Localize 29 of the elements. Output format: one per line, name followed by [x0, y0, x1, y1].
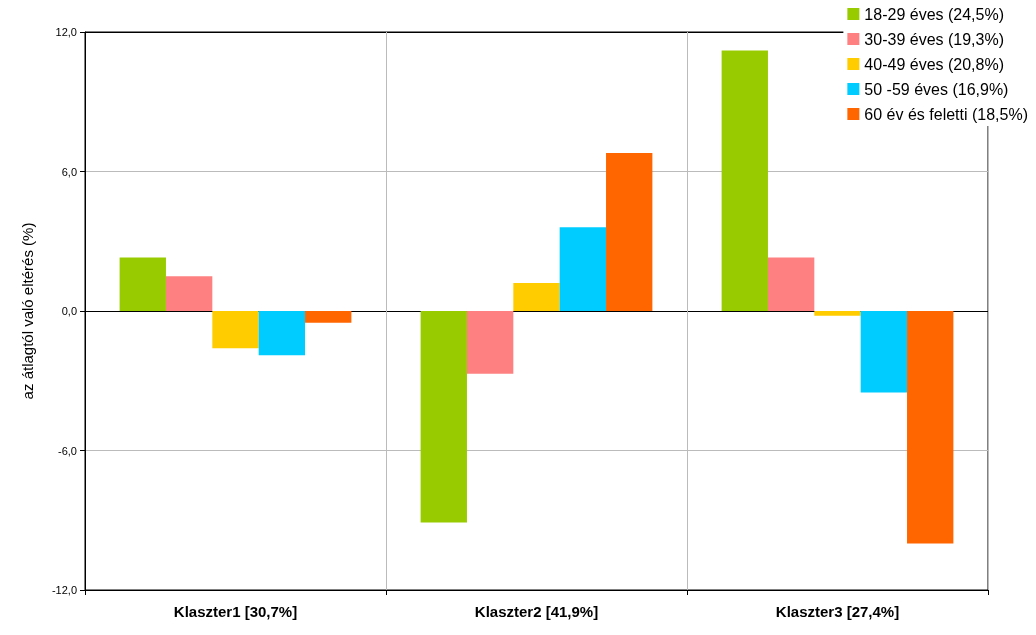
legend-label: 60 év és feletti (18,5%)	[864, 105, 1028, 123]
bar	[721, 50, 768, 311]
bar	[814, 311, 861, 316]
x-tick-label: Klaszter3 [27,4%]	[775, 603, 900, 620]
bar	[305, 311, 352, 323]
bar	[165, 276, 213, 311]
y-axis-title: az átlagtól való eltérés (%)	[19, 222, 36, 400]
bar	[466, 311, 514, 374]
legend-label: 30-39 éves (19,3%)	[864, 30, 1004, 48]
bar	[420, 311, 467, 523]
bar	[559, 227, 607, 311]
bar	[513, 283, 560, 311]
bar	[119, 257, 166, 311]
y-tick-label: -12,0	[51, 584, 77, 596]
bar	[767, 257, 815, 311]
y-tick-label: 0,0	[61, 305, 77, 317]
y-tick-label: -6,0	[58, 444, 77, 457]
bar	[212, 311, 259, 349]
y-tick-label: 12,0	[55, 26, 77, 38]
y-tick-label: 6,0	[61, 165, 77, 178]
bar	[258, 311, 306, 356]
x-tick-label: Klaszter2 [41,9%]	[474, 603, 599, 620]
x-tick-label: Klaszter1 [30,7%]	[173, 603, 298, 620]
legend-label: 40-49 éves (20,8%)	[864, 55, 1004, 73]
legend-label: 50 -59 éves (16,9%)	[864, 80, 1009, 98]
legend-label: 18-29 éves (24,5%)	[864, 5, 1004, 23]
bar	[907, 311, 954, 544]
bar	[860, 311, 908, 393]
bar	[606, 152, 653, 311]
